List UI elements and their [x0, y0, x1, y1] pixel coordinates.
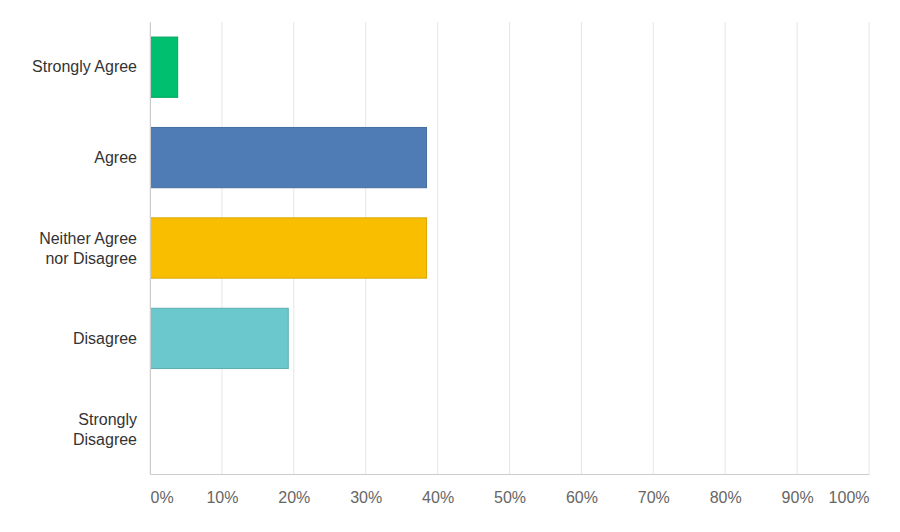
x-tick-label: 60%	[566, 489, 598, 506]
y-axis-line	[150, 23, 151, 475]
y-tick: Disagree	[73, 330, 137, 347]
bar	[150, 127, 427, 187]
grid-line	[509, 22, 510, 474]
x-tick-label: 0%	[151, 489, 174, 506]
x-tick: 30%	[350, 474, 382, 506]
grid-line	[869, 22, 870, 474]
x-tick-label: 90%	[782, 489, 814, 506]
x-tick: 80%	[710, 474, 742, 506]
grid-line	[797, 22, 798, 474]
x-tick-label: 50%	[494, 489, 526, 506]
y-tick-label-line: Disagree	[73, 431, 137, 448]
bars	[150, 37, 427, 368]
x-tick: 90%	[782, 474, 814, 506]
grid-line	[653, 22, 654, 474]
x-tick-label: 20%	[278, 489, 310, 506]
y-tick: Agree	[94, 149, 137, 166]
bar	[150, 218, 427, 278]
y-tick-label: Disagree	[73, 330, 137, 347]
grid-line	[150, 22, 151, 474]
x-tick-label: 40%	[422, 489, 454, 506]
y-tick: Strongly Agree	[32, 58, 137, 75]
x-tick-label: 70%	[638, 489, 670, 506]
y-tick-label-line: Strongly	[78, 411, 137, 428]
x-tick-label: 100%	[829, 489, 870, 506]
y-tick-label: Neither Agree nor Disagree	[39, 230, 137, 267]
y-axis: Strongly Agree Agree Neither Agree nor Disa…	[32, 23, 150, 475]
bar	[150, 37, 178, 97]
y-tick-label: Strongly Disagree	[73, 411, 137, 448]
x-tick: 0%	[151, 474, 174, 506]
grid-line	[437, 22, 438, 474]
x-axis-line	[151, 474, 870, 475]
x-tick: 60%	[566, 474, 598, 506]
x-tick-label: 80%	[710, 489, 742, 506]
y-tick: Neither Agree nor Disagree	[39, 230, 137, 267]
chart: 0% 10% 20% 30% 40% 50% 60% 70% 80% 90% 100% Strongl…	[0, 0, 900, 532]
x-tick-label: 10%	[206, 489, 238, 506]
bar	[150, 308, 288, 368]
y-tick-label: Agree	[94, 149, 137, 166]
y-tick-label: Strongly Agree	[32, 58, 137, 75]
grid	[150, 22, 869, 474]
x-tick: 100%	[829, 474, 870, 506]
x-tick: 70%	[638, 474, 670, 506]
grid-line	[581, 22, 582, 474]
x-axis: 0% 10% 20% 30% 40% 50% 60% 70% 80% 90% 100%	[151, 474, 870, 506]
x-tick-label: 30%	[350, 489, 382, 506]
x-tick: 50%	[494, 474, 526, 506]
y-tick: Strongly Disagree	[73, 411, 137, 448]
x-tick: 20%	[278, 474, 310, 506]
y-tick-label-line: nor Disagree	[45, 250, 137, 267]
x-tick: 40%	[422, 474, 454, 506]
grid-line	[725, 22, 726, 474]
x-tick: 10%	[206, 474, 238, 506]
y-tick-label-line: Neither Agree	[39, 230, 137, 247]
